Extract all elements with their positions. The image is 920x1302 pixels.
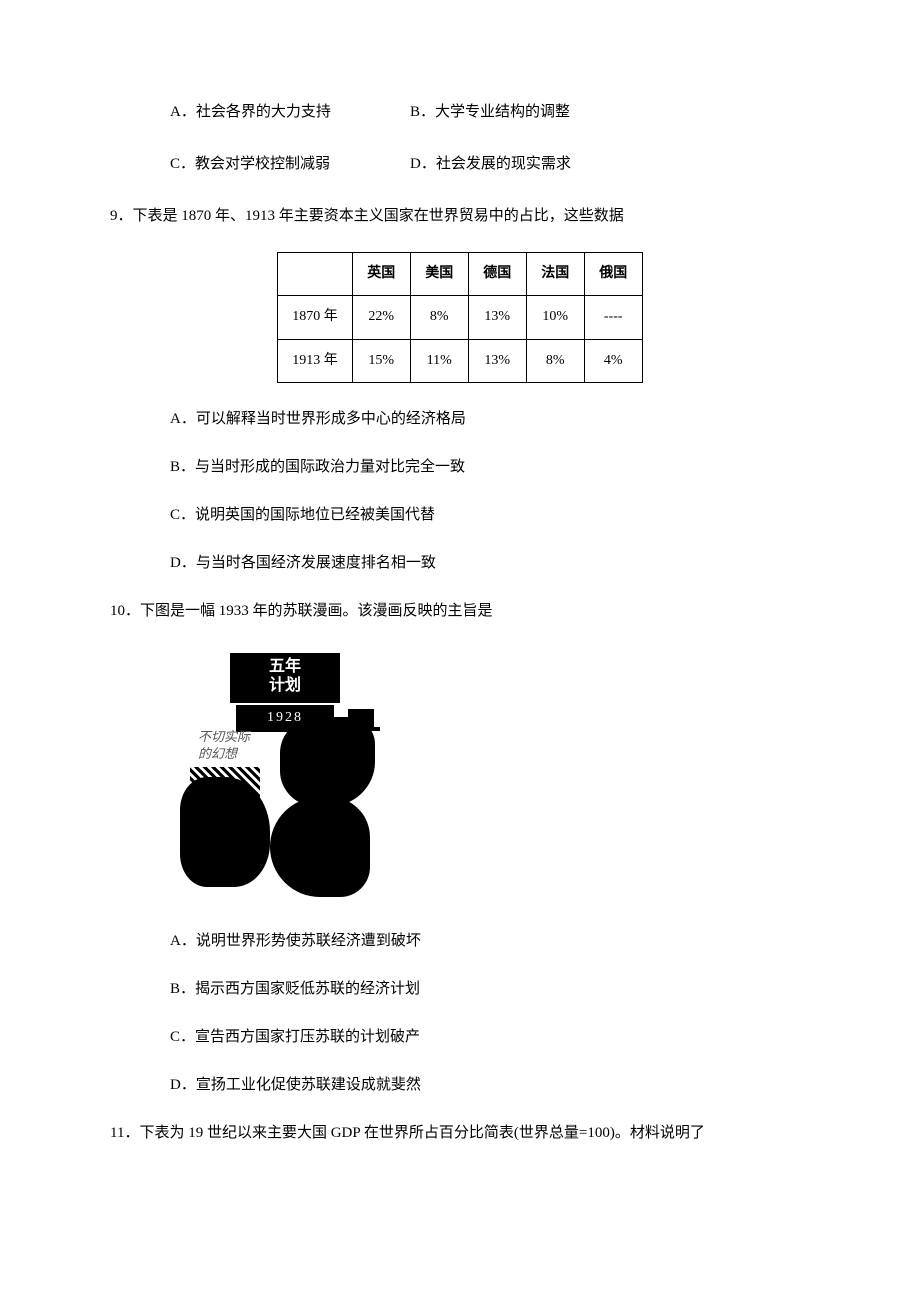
q11-stem: 11．下表为 19 世纪以来主要大国 GDP 在世界所占百分比简表(世界总量=1… — [110, 1121, 810, 1145]
q9-option-b: B．与当时形成的国际政治力量对比完全一致 — [170, 455, 810, 479]
q8-option-row-2: C．教会对学校控制减弱 D．社会发展的现实需求 — [110, 152, 810, 176]
table-cell: 15% — [352, 339, 410, 382]
table-cell: 8% — [410, 296, 468, 339]
q9-number: 9． — [110, 208, 133, 224]
cartoon-note: 不切实际 的幻想 — [198, 729, 250, 763]
cartoon-shape-icon — [180, 777, 270, 887]
q10-cartoon-wrap: 五年 计划 1928 不切实际 的幻想 — [110, 647, 810, 907]
cartoon-note-line2: 的幻想 — [198, 746, 237, 761]
table-cell: ---- — [584, 296, 642, 339]
table-cell: 11% — [410, 339, 468, 382]
cartoon-shape-icon — [280, 717, 375, 807]
table-header-cell: 法国 — [526, 253, 584, 296]
table-cell: 13% — [468, 296, 526, 339]
q9-text: 下表是 1870 年、1913 年主要资本主义国家在世界贸易中的占比，这些数据 — [133, 208, 624, 224]
table-cell: 8% — [526, 339, 584, 382]
q8-option-b: B．大学专业结构的调整 — [410, 100, 670, 124]
q8-option-c: C．教会对学校控制减弱 — [170, 152, 410, 176]
q10-stem: 10．下图是一幅 1933 年的苏联漫画。该漫画反映的主旨是 — [110, 599, 810, 623]
table-header-cell: 美国 — [410, 253, 468, 296]
table-header-cell: 俄国 — [584, 253, 642, 296]
q8-option-a: A．社会各界的大力支持 — [170, 100, 410, 124]
q8-option-row-1: A．社会各界的大力支持 B．大学专业结构的调整 — [110, 100, 810, 124]
q9-table: 英国 美国 德国 法国 俄国 1870 年 22% 8% 13% 10% ---… — [277, 252, 643, 383]
table-header-cell: 德国 — [468, 253, 526, 296]
q9-option-c: C．说明英国的国际地位已经被美国代替 — [170, 503, 810, 527]
table-row: 1913 年 15% 11% 13% 8% 4% — [278, 339, 643, 382]
q9-option-a: A．可以解释当时世界形成多中心的经济格局 — [170, 407, 810, 431]
table-cell: 22% — [352, 296, 410, 339]
q11-number: 11． — [110, 1125, 139, 1141]
table-year-cell: 1913 年 — [278, 339, 353, 382]
q10-text: 下图是一幅 1933 年的苏联漫画。该漫画反映的主旨是 — [140, 603, 493, 619]
table-header-row: 英国 美国 德国 法国 俄国 — [278, 253, 643, 296]
q10-options: A．说明世界形势使苏联经济遭到破坏 B．揭示西方国家贬低苏联的经济计划 C．宣告… — [110, 929, 810, 1097]
table-header-cell: 英国 — [352, 253, 410, 296]
q10-option-d: D．宣扬工业化促使苏联建设成就斐然 — [170, 1073, 810, 1097]
q8-option-d: D．社会发展的现实需求 — [410, 152, 670, 176]
table-cell: 13% — [468, 339, 526, 382]
q11-text: 下表为 19 世纪以来主要大国 GDP 在世界所占百分比简表(世界总量=100)… — [139, 1125, 704, 1141]
cartoon-banner-line1: 五年 — [269, 658, 301, 675]
q10-option-a: A．说明世界形势使苏联经济遭到破坏 — [170, 929, 810, 953]
q9-option-d: D．与当时各国经济发展速度排名相一致 — [170, 551, 810, 575]
cartoon-banner: 五年 计划 — [230, 653, 340, 703]
q9-stem: 9．下表是 1870 年、1913 年主要资本主义国家在世界贸易中的占比，这些数… — [110, 204, 810, 228]
table-year-cell: 1870 年 — [278, 296, 353, 339]
cartoon-shape-icon — [270, 797, 370, 897]
cartoon-note-line1: 不切实际 — [198, 729, 250, 744]
q10-number: 10． — [110, 603, 140, 619]
table-row: 1870 年 22% 8% 13% 10% ---- — [278, 296, 643, 339]
q10-option-b: B．揭示西方国家贬低苏联的经济计划 — [170, 977, 810, 1001]
table-header-blank — [278, 253, 353, 296]
table-cell: 10% — [526, 296, 584, 339]
q10-cartoon: 五年 计划 1928 不切实际 的幻想 — [170, 647, 380, 907]
table-cell: 4% — [584, 339, 642, 382]
q9-options: A．可以解释当时世界形成多中心的经济格局 B．与当时形成的国际政治力量对比完全一… — [110, 407, 810, 575]
cartoon-banner-line2: 计划 — [269, 677, 301, 694]
q10-option-c: C．宣告西方国家打压苏联的计划破产 — [170, 1025, 810, 1049]
